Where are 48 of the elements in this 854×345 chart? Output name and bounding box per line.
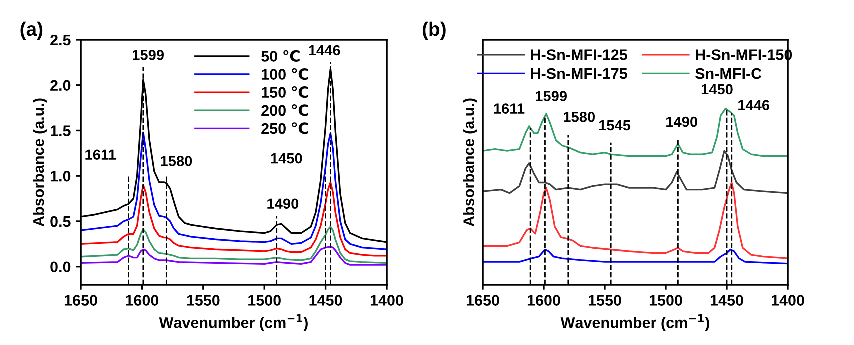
chart-title: (b)	[422, 22, 446, 40]
legend-label: 200 ℃	[262, 104, 308, 116]
x-tick-label: 1600	[528, 295, 560, 306]
y-axis-title: Absorbance (a.u.)	[33, 98, 48, 227]
x-tick-label: 1650	[64, 295, 98, 306]
line-series	[81, 182, 387, 257]
ref-line-label: 1545	[599, 120, 631, 131]
legend-label: H-Sn-MFI-175	[531, 68, 628, 80]
ref-line-label: 1611	[494, 104, 525, 114]
y-tick-label: 0.0	[50, 262, 71, 273]
y-tick-label: 0.5	[50, 216, 71, 228]
ref-line-label: 1599	[133, 50, 164, 60]
legend-label: 250 ℃	[262, 122, 308, 134]
y-tick-label: 1.0	[51, 170, 71, 182]
ref-line-label: 1580	[161, 156, 192, 166]
line-series	[81, 246, 387, 266]
x-tick-label: 1600	[126, 295, 159, 306]
x-tick-label: 1550	[187, 295, 220, 306]
x-tick-label: 1500	[650, 295, 682, 306]
legend-label: 150 ℃	[262, 86, 308, 98]
ref-line-label: 1599	[536, 91, 567, 102]
x-tick-label: 1500	[248, 295, 281, 306]
legend-label: 50 ℃	[262, 50, 300, 62]
ref-line-label: 1490	[268, 198, 299, 210]
x-tick-label: 1450	[710, 295, 744, 306]
x-tick-label: 1450	[310, 295, 342, 306]
ref-line-label: 1450	[702, 84, 733, 95]
x-tick-label: 1400	[772, 295, 804, 306]
y-tick-label: 2.5	[50, 34, 71, 46]
x-tick-label: 1650	[466, 295, 500, 306]
chart-title: (a)	[20, 22, 43, 40]
y-axis-title: Absorbance (a.u.)	[463, 98, 478, 227]
x-axis-title: Wavenumber (cm$^{−1}$)	[159, 314, 308, 332]
line-series	[81, 226, 387, 264]
ref-line-label: 1611	[86, 150, 116, 160]
ref-line-label: 1580	[564, 112, 596, 122]
y-tick-label: 2.0	[50, 80, 71, 92]
legend-label: H-Sn-MFI-125	[531, 50, 628, 60]
y-tick-label: 1.5	[51, 126, 71, 136]
ref-line-label: 1446	[738, 100, 770, 111]
ref-line-label: 1446	[309, 45, 340, 56]
x-tick-label: 1400	[370, 295, 404, 306]
x-tick-label: 1550	[588, 295, 622, 306]
legend-label: Sn-MFI-C	[696, 68, 762, 80]
ref-line-label: 1450	[271, 153, 302, 164]
x-axis-title: Wavenumber (cm$^{−1}$)	[560, 314, 710, 332]
legend-label: 100 ℃	[262, 68, 308, 80]
ref-line-label: 1490	[666, 116, 698, 128]
